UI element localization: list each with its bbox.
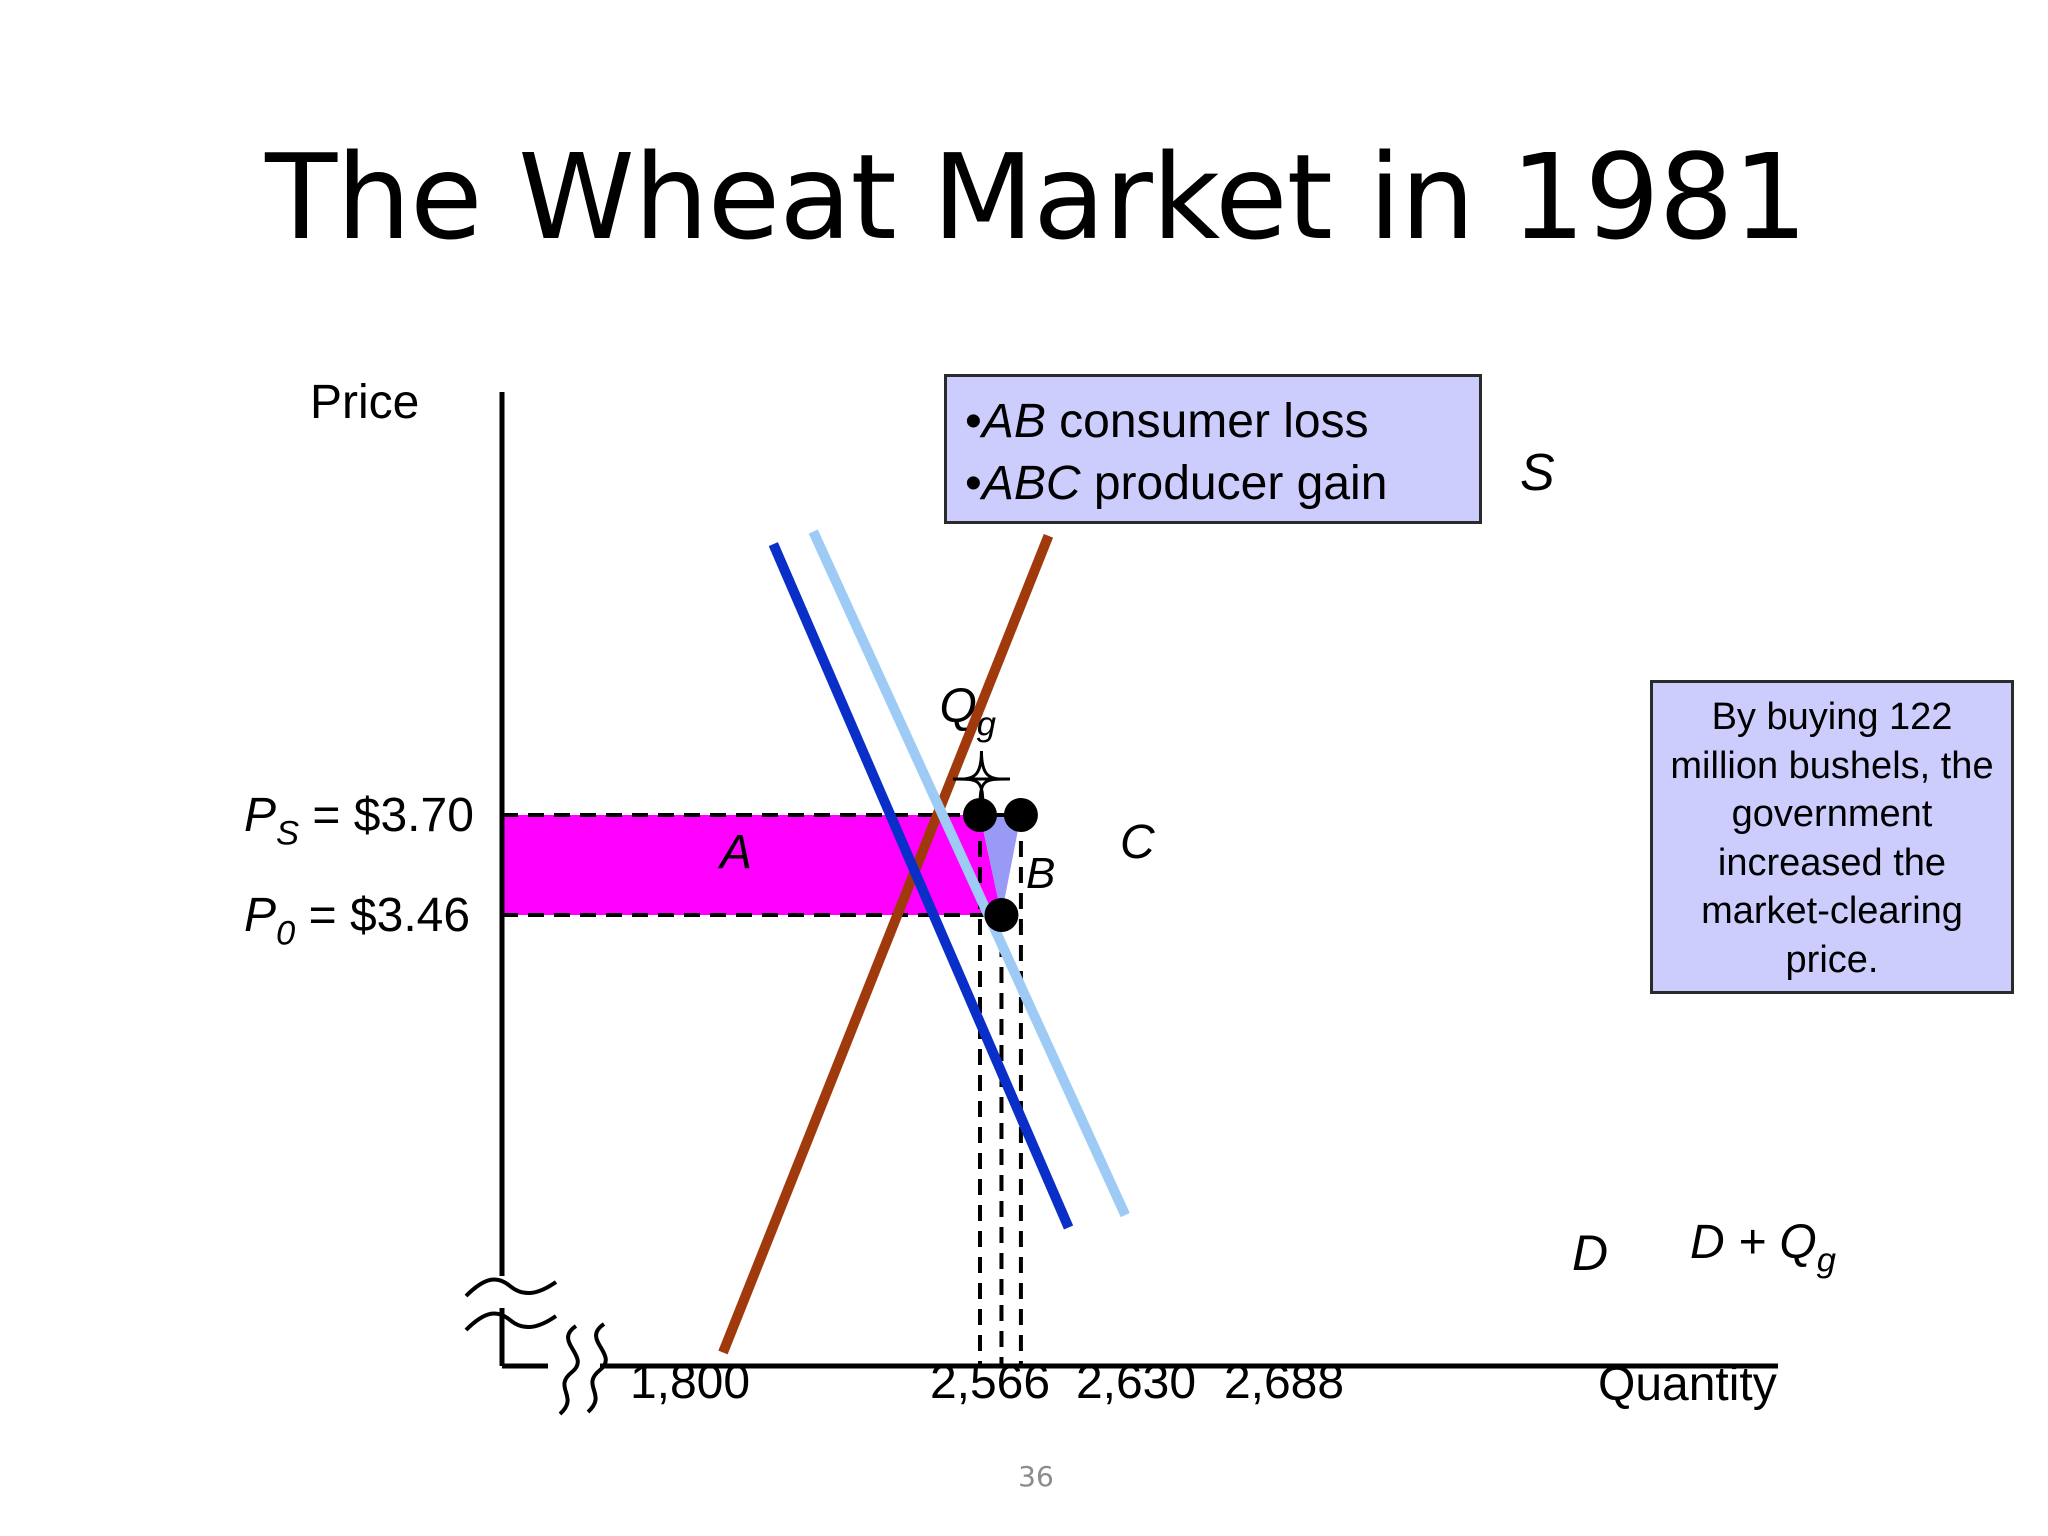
legend-item-producer-gain: •ABC producer gain [965,457,1388,510]
point-2688 [1003,797,1038,832]
y-axis-break-bottom [464,1311,558,1332]
demand-plus-label: D + Qg [1690,1216,1836,1279]
qg-brace [952,750,1010,807]
slide-title: The Wheat Market in 1981 [265,128,1808,266]
point-2566 [962,797,997,832]
x-axis-break-right [586,1322,608,1414]
legend-box: •AB consumer loss •ABC producer gain [944,374,1482,524]
area-c-label: C [1120,816,1155,869]
area-a-label: A [717,826,752,879]
y-tick-0: P0 = $3.46 [244,889,470,952]
area-b-label: B [1026,849,1055,898]
x-tick-2630: 2,630 [1076,1356,1196,1409]
legend-item-consumer-loss: •AB consumer loss [965,395,1369,448]
curve-demand_plus [808,529,1130,1218]
x-tick-1800: 1,800 [630,1356,750,1409]
curve-demand [768,542,1074,1230]
y-tick-S: PS = $3.70 [244,789,474,852]
y-axis-break-top [464,1277,558,1298]
x-axis-label: Quantity [1598,1358,1777,1411]
x-tick-2566: 2,566 [930,1356,1050,1409]
demand-label: D [1572,1225,1608,1281]
qg-label: Qg [939,680,996,743]
government-note-box: By buying 122 million bushels, the gover… [1650,680,2014,994]
x-tick-2688: 2,688 [1224,1356,1344,1409]
supply-label: S [1520,444,1555,502]
x-axis-break-left [558,1324,580,1416]
y-axis-label: Price [310,376,419,429]
area-b-c [979,814,1021,915]
curve-supply [718,533,1054,1355]
area-b-base [979,814,1002,915]
point-2630 [984,898,1019,932]
page-number: 36 [1018,1460,1054,1493]
